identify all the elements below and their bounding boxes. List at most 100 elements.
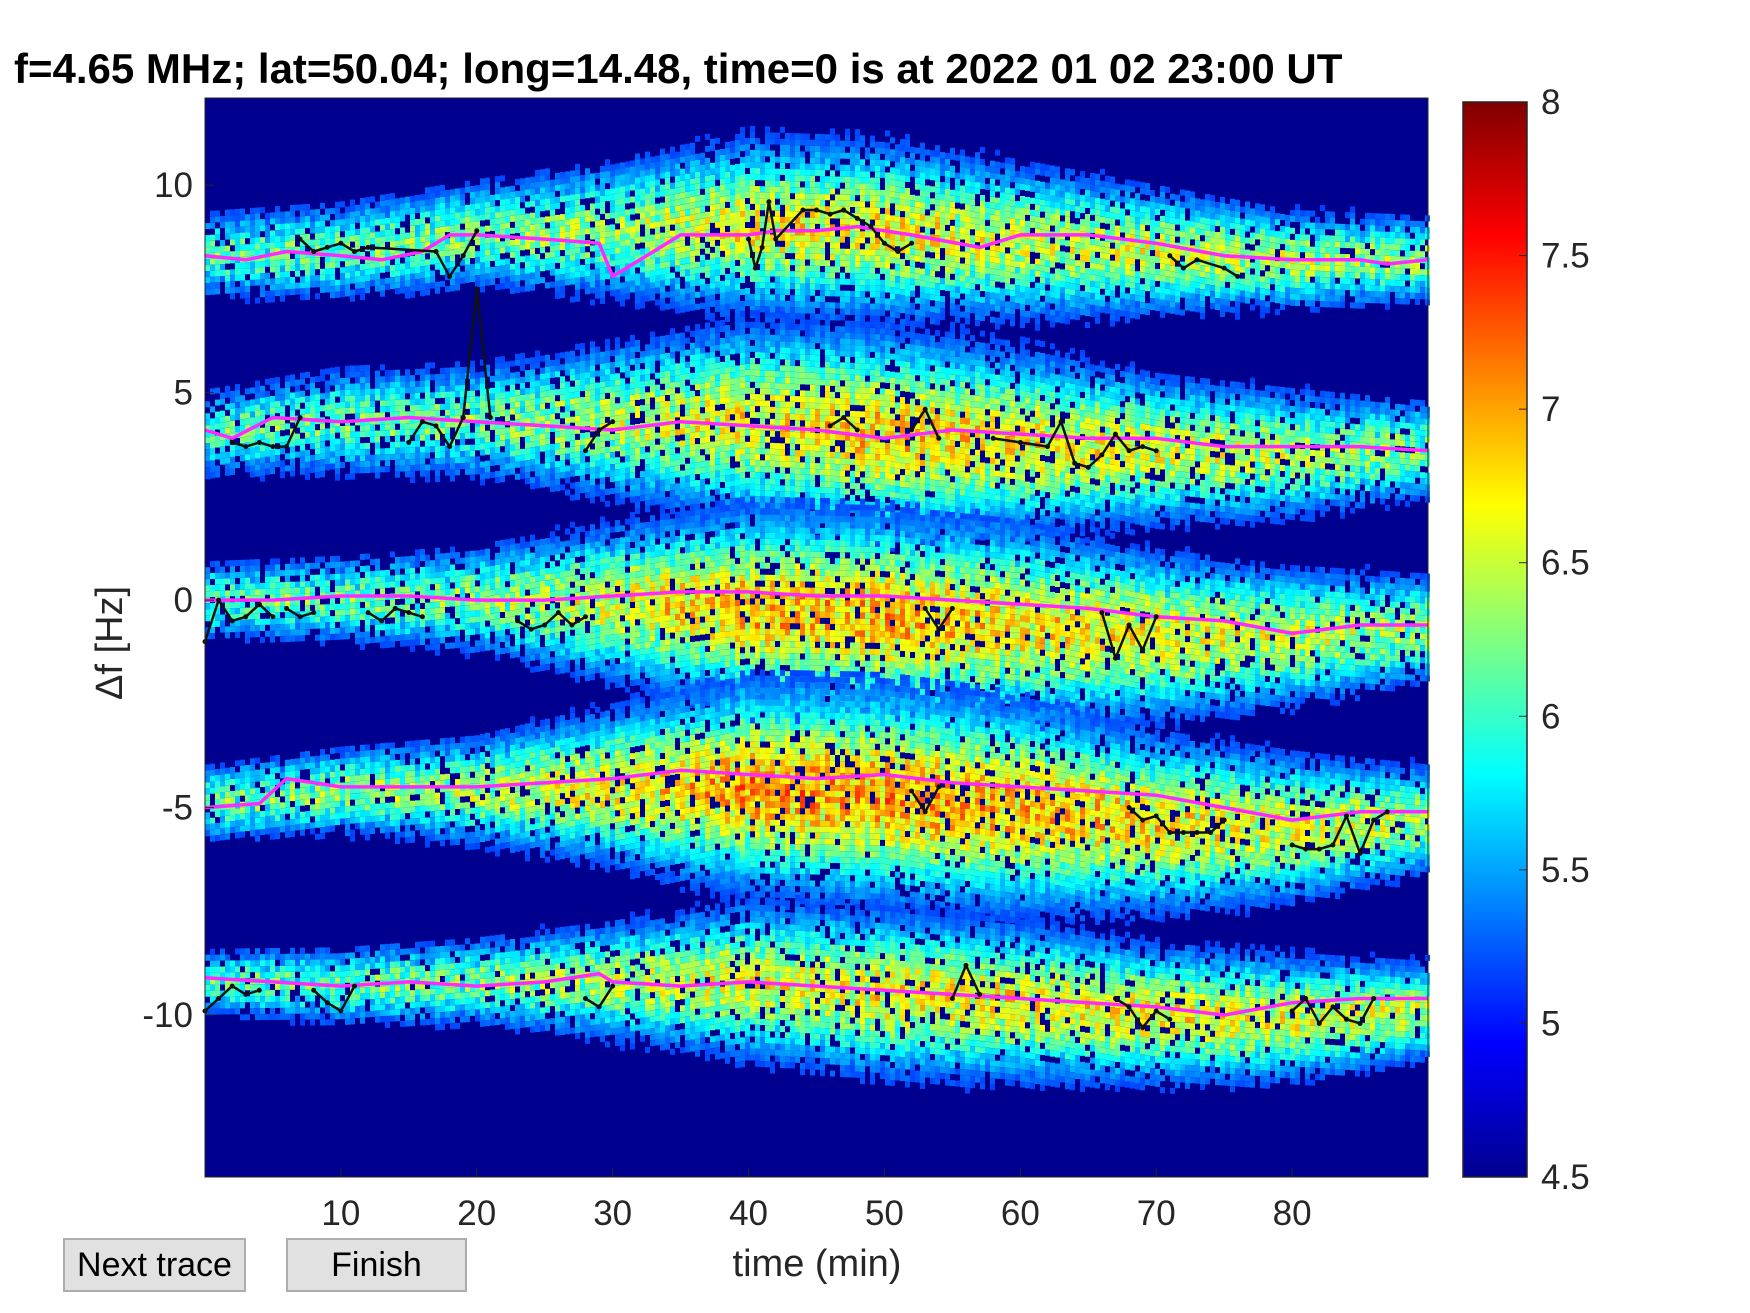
heatmap-cell — [375, 472, 380, 479]
heatmap-cell — [325, 586, 330, 593]
heatmap-cell — [230, 602, 235, 609]
heatmap-cell — [475, 468, 480, 475]
heatmap-cell — [220, 786, 225, 793]
heatmap-cell — [555, 226, 560, 233]
heatmap-cell — [340, 806, 345, 813]
heatmap-cell — [465, 1004, 470, 1011]
heatmap-cell — [515, 377, 520, 384]
heatmap-cell — [410, 800, 415, 807]
heatmap-cell — [520, 352, 525, 359]
heatmap-cell — [315, 281, 320, 288]
heatmap-cell — [315, 634, 320, 641]
heatmap-cell — [485, 990, 490, 997]
heatmap-cell — [510, 360, 515, 367]
heatmap-cell — [420, 218, 425, 225]
heatmap-cell — [505, 186, 510, 193]
heatmap-cell — [365, 553, 370, 560]
heatmap-cell — [450, 207, 455, 214]
heatmap-cell — [455, 606, 460, 613]
heatmap-cell — [475, 414, 480, 421]
heatmap-cell — [365, 565, 370, 572]
heatmap-cell — [230, 821, 235, 828]
heatmap-cell — [340, 438, 345, 445]
heatmap-cell — [465, 264, 470, 271]
heatmap-cell — [210, 424, 215, 431]
heatmap-cell — [330, 409, 335, 416]
heatmap-cell — [305, 817, 310, 824]
heatmap-cell — [285, 435, 290, 442]
heatmap-cell — [545, 994, 550, 1001]
heatmap-cell — [335, 456, 340, 463]
heatmap-cell — [345, 597, 350, 604]
heatmap-cell — [375, 1004, 380, 1011]
heatmap-cell — [375, 201, 380, 208]
heatmap-cell — [555, 407, 560, 414]
heatmap-cell — [560, 394, 565, 401]
heatmap-cell — [430, 988, 435, 995]
heatmap-cell — [320, 628, 325, 635]
heatmap-cell — [350, 829, 355, 836]
heatmap-cell — [430, 757, 435, 764]
heatmap-cell — [470, 961, 475, 968]
heatmap-cell — [435, 227, 440, 234]
heatmap-cell — [555, 746, 560, 753]
heatmap-cell — [355, 270, 360, 277]
heatmap-cell — [520, 572, 525, 579]
heatmap-cell — [285, 211, 290, 218]
heatmap-cell — [220, 452, 225, 459]
heatmap-cell — [535, 984, 540, 991]
heatmap-cell — [520, 406, 525, 413]
heatmap-cell — [480, 758, 485, 765]
heatmap-cell — [280, 217, 285, 224]
heatmap-cell — [285, 387, 290, 394]
heatmap-cell — [410, 579, 415, 586]
heatmap-cell — [220, 578, 225, 585]
heatmap-cell — [325, 232, 330, 239]
heatmap-cell — [415, 404, 420, 411]
heatmap-cell — [505, 409, 510, 416]
heatmap-cell — [295, 800, 300, 807]
heatmap-cell — [495, 748, 500, 755]
heatmap-cell — [490, 833, 495, 840]
heatmap-cell — [555, 830, 560, 837]
heatmap-cell — [495, 612, 500, 619]
heatmap-cell — [375, 394, 380, 401]
heatmap-cell — [335, 765, 340, 772]
heatmap-cell — [510, 774, 515, 781]
heatmap-cell — [205, 413, 210, 420]
heatmap-cell — [265, 236, 270, 243]
heatmap-cell — [355, 608, 360, 615]
heatmap-cell — [390, 399, 395, 406]
heatmap-cell — [525, 801, 530, 808]
heatmap-cell — [465, 462, 470, 469]
heatmap-cell — [430, 952, 435, 959]
heatmap-cell — [430, 590, 435, 597]
heatmap-cell — [365, 822, 370, 829]
heatmap-cell — [380, 278, 385, 285]
heatmap-cell — [295, 451, 300, 458]
heatmap-cell — [270, 296, 275, 303]
heatmap-cell — [515, 275, 520, 282]
heatmap-cell — [325, 404, 330, 411]
heatmap-cell — [435, 828, 440, 835]
heatmap-cell — [375, 219, 380, 226]
heatmap-cell — [415, 989, 420, 996]
heatmap-cell — [420, 566, 425, 573]
heatmap-cell — [380, 962, 385, 969]
heatmap-cell — [415, 434, 420, 441]
heatmap-cell — [305, 977, 310, 984]
heatmap-cell — [235, 619, 240, 626]
heatmap-cell — [490, 601, 495, 608]
heatmap-cell — [515, 443, 520, 450]
heatmap-cell — [470, 1009, 475, 1016]
heatmap-cell — [510, 610, 515, 617]
heatmap-cell — [395, 587, 400, 594]
heatmap-cell — [375, 636, 380, 643]
heatmap-cell — [305, 563, 310, 570]
heatmap-cell — [490, 248, 495, 255]
heatmap-cell — [220, 972, 225, 979]
heatmap-cell — [490, 266, 495, 273]
heatmap-cell — [320, 220, 325, 227]
heatmap-cell — [245, 250, 250, 257]
heatmap-cell — [345, 242, 350, 249]
